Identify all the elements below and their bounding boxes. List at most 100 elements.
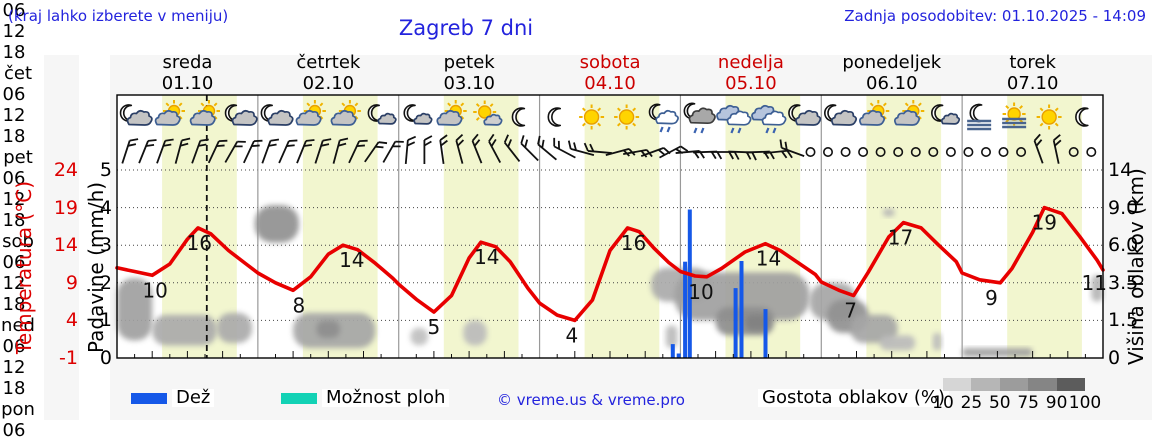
day-date: 01.10 [161,73,214,94]
cloud-layer-blob [880,335,916,351]
density-step-label: 25 [960,393,983,413]
weather-icon-rain-moon [683,102,716,134]
wind-barb-icon [1052,134,1062,164]
wind-barb-icon [121,138,139,164]
calm-wind-icon [875,147,886,158]
hour-axis-label: 12 [0,441,28,443]
temperature-value-label: 5 [428,315,441,339]
temp-axis-tick: 9 [65,271,78,294]
wind-barb-icon [567,140,595,156]
precip-axis-tick: 3 [99,234,112,257]
wind-barb-icon [191,138,209,164]
last-update-timestamp: Zadnja posodobitev: 01.10.2025 - 14:09 [844,7,1146,25]
temperature-value-label: 10 [688,280,713,304]
rain-legend-label: Dež [172,389,215,407]
plot-frame [116,94,1104,359]
day-date: 04.10 [584,73,636,94]
cloud-layer-blob [882,208,895,217]
calm-wind-icon [858,147,869,158]
day-name: ponedeljek [842,52,942,73]
hour-axis-label: 06 [2,84,26,105]
weather-icon-rain [716,104,752,134]
cloud-axis-tick: 1.5 [1108,309,1139,332]
weather-icon-moon [1075,107,1089,127]
shower-legend-swatch [281,393,317,404]
precip-axis-tick: 4 [99,196,112,219]
weather-icon-sun-cloud [859,100,890,126]
day-name: petek [443,52,495,73]
day-header: nedelja 05.10 [680,52,821,94]
day-header: petek 03.10 [399,52,540,94]
temperature-value-label: 14 [756,247,781,271]
page-title: Zagreb 7 dni [398,16,534,40]
temperature-value-label: 9 [985,286,998,310]
temperature-value-label: 10 [142,278,167,302]
menu-hint-link[interactable]: (kraj lahko izberete v meniju) [8,7,229,25]
rain-bar [687,209,692,358]
weather-icon-moon [547,107,562,127]
wind-barb-icon [583,142,612,154]
cloud-layer-blob [254,205,299,243]
weather-icon-rain [751,104,787,134]
cloud-layer-blob [463,320,487,346]
day-header: sreda 01.10 [117,52,258,94]
temp-axis-tick: 19 [53,196,78,219]
day-name: sobota [579,52,641,73]
hour-axis-label: 12 [2,189,26,210]
density-step-swatch [971,378,1000,391]
cloud-axis-tick: 14 [1108,159,1133,181]
wind-barb-icon [382,140,404,163]
calm-wind-icon [805,147,816,158]
rain-bar [733,288,738,358]
day-date: 03.10 [443,73,495,94]
hour-axis-label: 18 [2,294,26,315]
density-step-label: 50 [988,393,1011,413]
weather-icon-sun-cloud [295,100,326,126]
cloud-layer-blob [745,314,769,331]
temperature-value-label: 8 [293,293,306,317]
wind-barb-icon [423,135,433,164]
calm-wind-icon [1086,147,1097,158]
weather-icon-moon-cloud [119,104,153,126]
precip-axis-tick: 1 [99,309,112,332]
density-step-label: 75 [1017,393,1039,413]
day-name: četrtek [296,52,361,73]
wind-barb-icon [138,139,157,164]
precip-axis-tick: 2 [99,271,112,294]
wind-barb-icon [553,137,576,159]
weather-icon-moon-cloud [260,104,294,126]
day-abbrev-label: čet [3,63,33,84]
rain-bar [763,309,768,358]
cloud-density-legend-label: Gostota oblakov (%) [758,389,950,407]
daylight-band [1007,95,1082,358]
weather-icon-sun [579,104,605,130]
calm-wind-icon [1068,147,1079,158]
calm-wind-icon [945,147,956,158]
cloud-layer-blob [665,325,678,348]
weather-icon-sun-cloud [330,100,361,126]
weather-icon-moon-cloud [824,104,858,126]
cloud-axis-tick: 9.0 [1108,196,1139,219]
copyright-link[interactable]: © vreme.us & vreme.pro [497,391,685,409]
shower-legend-label: Možnost ploh [322,389,450,407]
temperature-value-label: 7 [844,299,857,323]
wind-barb-icon [404,135,417,165]
calm-wind-icon [840,147,851,158]
weather-icon-moon-smallcloud [403,104,433,125]
calm-wind-icon [928,147,939,158]
weather-icon-moon-fog [967,103,992,131]
hour-axis-label: 12 [2,105,26,126]
temperature-value-label: 14 [474,245,499,269]
temp-axis-tick: 24 [53,159,78,181]
calm-wind-icon [980,147,991,158]
temperature-value-label: 16 [186,231,211,255]
wind-barb-icon [779,139,805,157]
weather-icon-sun-cloud [154,100,185,126]
weather-icon-moon-cloud [788,104,822,126]
wind-barb-icon [488,133,502,164]
calm-wind-icon [910,147,921,158]
day-date: 06.10 [866,73,918,94]
wind-barb-icon [224,140,246,163]
wind-barb-icon [261,138,280,164]
